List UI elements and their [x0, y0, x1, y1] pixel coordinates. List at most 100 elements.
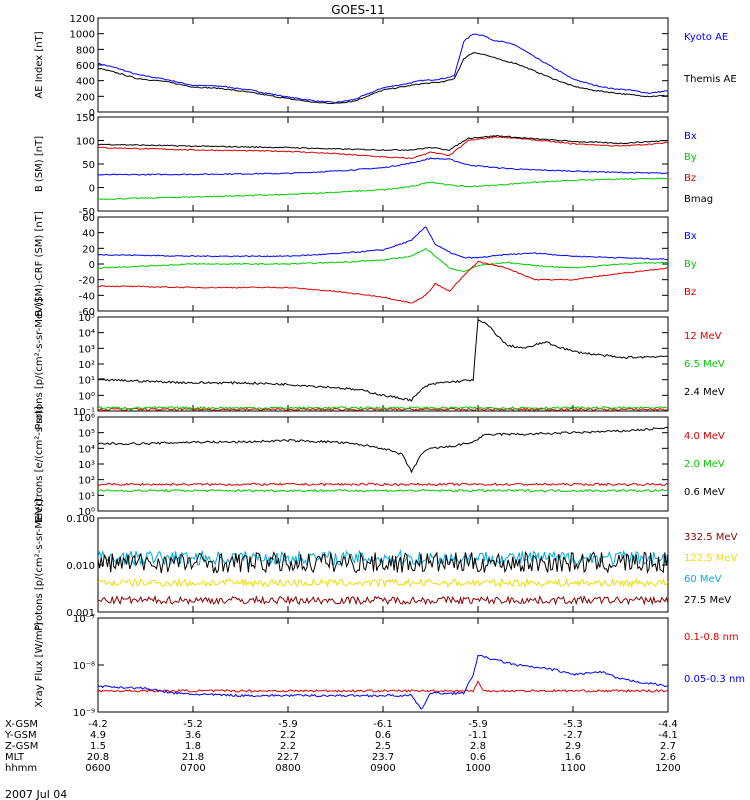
legend-entry: By [684, 259, 697, 270]
y-tick-label: 600 [76, 61, 95, 72]
legend-entry: 0.1-0.8 nm [684, 632, 739, 643]
chart-title: GOES-11 [331, 3, 385, 17]
footer-value: -1.1 [468, 730, 488, 741]
footer-value: -4.1 [658, 730, 678, 741]
y-tick-label: 10⁻¹ [73, 407, 95, 418]
y-tick-label: 60 [82, 213, 95, 224]
footer-value: 1.5 [90, 741, 106, 752]
panel-frame [97, 416, 669, 512]
footer-value: 2.5 [375, 741, 391, 752]
y-tick-label: -40 [79, 291, 95, 302]
y-tick-label: 10³ [78, 344, 95, 355]
panel-7: 10⁻⁹ 10⁻⁸ 10⁻⁷ Xray Flux [W/m²] 0.1-0.8 nm 0.… [34, 614, 745, 719]
series-group [98, 549, 668, 606]
series-group [98, 319, 668, 411]
series-line [98, 488, 668, 493]
footer-value: 2.2 [280, 741, 296, 752]
y-axis-label: Protons [p/(cm²-s-sr-MeV)] [34, 298, 45, 430]
y-tick-label: 200 [76, 92, 95, 103]
y-axis-label: Protons [p/(cm²-s-sr-MeV)] [34, 499, 45, 631]
series-group [98, 426, 668, 493]
legend-entry: 2.4 MeV [684, 387, 725, 398]
footer-value: 22.7 [277, 752, 299, 763]
legend-entry: 332.5 MeV [684, 532, 738, 543]
y-tick-label: 400 [76, 77, 95, 88]
y-tick-label: 50 [82, 160, 95, 171]
series-group [98, 33, 668, 105]
series-line [98, 482, 668, 487]
panel-3: -60 -40 -20 0 20 40 60 B (SM)-CRF (SM) [nT] Bx By… [34, 211, 697, 318]
panel-frame [97, 517, 669, 613]
footer-value: 1200 [655, 763, 680, 774]
footer-value: 1.6 [565, 752, 581, 763]
footer-coordinates: X-GSM -4.2 -5.2 -5.9 -6.1 -5.9 -5.3 -4.4 Y-GSM 4.… [4, 719, 681, 774]
footer-row-label: Z-GSM [5, 741, 38, 752]
footer-value: -6.1 [373, 719, 393, 730]
y-tick-label: 10⁵ [78, 429, 95, 440]
y-tick-label: 10⁻⁷ [73, 614, 95, 625]
y-tick-label: 10¹ [78, 376, 95, 387]
legend-entry: 27.5 MeV [684, 595, 731, 606]
y-axis-label: AE Index [nT] [34, 31, 45, 98]
series-line [98, 319, 668, 402]
y-tick-label: 10⁻⁹ [73, 708, 95, 719]
footer-value: -4.2 [88, 719, 108, 730]
series-line [98, 135, 668, 160]
series-line [98, 177, 668, 201]
y-tick-label: 10³ [78, 460, 95, 471]
legend-entry: 6.5 MeV [684, 359, 725, 370]
y-tick-label: 0 [89, 108, 95, 119]
footer-value: 2.7 [660, 741, 676, 752]
footer-value: -5.2 [183, 719, 203, 730]
legend-entry: Bz [684, 173, 696, 184]
footer-value: 2.2 [280, 730, 296, 741]
y-tick-label: 1200 [70, 14, 95, 25]
footer-value: 4.9 [90, 730, 106, 741]
footer-value: 0800 [275, 763, 300, 774]
panel-frame [97, 617, 669, 713]
y-tick-label: 1000 [70, 30, 95, 41]
series-line [98, 247, 668, 273]
y-tick-label: 10⁶ [78, 413, 95, 424]
legend-entry: 12 MeV [684, 331, 722, 342]
footer-value: -4.4 [658, 719, 678, 730]
legend-entry: Kyoto AE [684, 32, 728, 43]
series-line [98, 680, 668, 693]
panel-4: 10⁻¹ 10⁰ 10¹ 10² 10³ 10⁴ 10⁵ Protons [p/(cm²-s-… [34, 298, 725, 430]
y-axis-label: Xray Flux [W/m²] [34, 622, 45, 707]
footer-value: 20.8 [87, 752, 109, 763]
series-group [98, 654, 668, 710]
y-tick-label: 800 [76, 45, 95, 56]
footer-row-label: Y-GSM [4, 730, 37, 741]
footer-value: 1000 [465, 763, 490, 774]
panel-frame [97, 17, 669, 113]
y-tick-label: 10⁻⁸ [73, 661, 95, 672]
y-tick-label: 10⁴ [78, 444, 95, 455]
legend-entry: 122.5 MeV [684, 553, 738, 564]
y-tick-label: 10² [78, 360, 95, 371]
legend-entry: Bz [684, 287, 696, 298]
legend-entry: 0.05-0.3 nm [684, 674, 745, 685]
legend-entry: 0.6 MeV [684, 487, 725, 498]
y-tick-label: 10⁰ [78, 391, 95, 402]
series-line [98, 134, 668, 151]
footer-value: 1.8 [185, 741, 201, 752]
y-tick-label: 0.010 [66, 561, 95, 572]
series-group [98, 134, 668, 201]
y-tick-label: 100 [76, 137, 95, 148]
footer-value: 2.9 [565, 741, 581, 752]
footer-row-label: X-GSM [5, 719, 38, 730]
panel-6: 0.001 0.010 0.100 Protons [p/(cm²-s-sr-MeV)… [34, 499, 738, 631]
footer-value: 2.8 [470, 741, 486, 752]
y-axis-label: B (SM) [nT] [34, 136, 45, 192]
y-tick-label: 10¹ [78, 491, 95, 502]
legend-entry: Themis AE [683, 74, 737, 85]
footer-value: 0900 [370, 763, 395, 774]
series-line [98, 577, 668, 589]
y-tick-label: 0.001 [66, 608, 95, 619]
series-line [98, 426, 668, 474]
date-label: 2007 Jul 04 [5, 788, 67, 800]
y-tick-label: 0 [89, 184, 95, 195]
